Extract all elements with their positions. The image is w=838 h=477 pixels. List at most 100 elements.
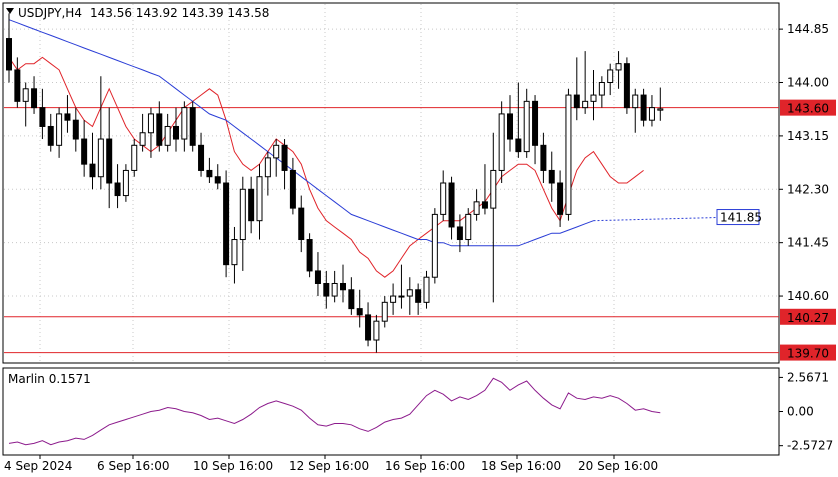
oscillator-layer	[8, 377, 661, 446]
candle-body[interactable]	[64, 113, 71, 121]
candle-body[interactable]	[632, 94, 639, 109]
candle-body[interactable]	[206, 169, 213, 178]
candle-body[interactable]	[6, 38, 12, 71]
oscillator-line	[8, 377, 661, 446]
candle-body[interactable]	[540, 144, 547, 171]
indicator-pane[interactable]	[2, 367, 780, 456]
candle-body[interactable]	[365, 314, 372, 341]
level-tag-label: 139.70	[787, 347, 829, 361]
candle-body[interactable]	[507, 113, 513, 140]
candle-body[interactable]	[490, 169, 497, 209]
candle-body[interactable]	[548, 169, 555, 184]
candle-body[interactable]	[31, 88, 38, 109]
candle-body[interactable]	[448, 182, 455, 228]
candle-body[interactable]	[189, 107, 196, 146]
candle-body[interactable]	[14, 69, 21, 102]
candle-body[interactable]	[147, 113, 154, 134]
candle-body[interactable]	[348, 289, 355, 310]
candle-body[interactable]	[456, 226, 463, 241]
candle-body[interactable]	[298, 207, 305, 241]
level-tag-label: 143.60	[787, 102, 829, 116]
candle-body[interactable]	[381, 301, 388, 322]
candle-body[interactable]	[289, 169, 296, 209]
candle-body[interactable]	[532, 100, 539, 146]
candle-body[interactable]	[431, 213, 438, 278]
y-tick-label: 140.60	[787, 289, 829, 303]
indicator-label: Marlin 0.1571	[8, 372, 91, 386]
candle-body[interactable]	[440, 182, 447, 215]
candle-body[interactable]	[331, 282, 338, 297]
candle-body[interactable]	[239, 188, 246, 241]
candle-body[interactable]	[390, 295, 397, 303]
ma-value-tag-label: 141.85	[720, 211, 762, 225]
candle-body[interactable]	[198, 144, 205, 171]
price-pane[interactable]	[2, 2, 780, 364]
candle-body[interactable]	[173, 125, 179, 140]
candle-body[interactable]	[106, 138, 113, 184]
candle-body[interactable]	[565, 94, 572, 215]
candle-body[interactable]	[256, 176, 263, 222]
candle-body[interactable]	[156, 113, 163, 146]
candles	[6, 13, 664, 353]
candle-body[interactable]	[523, 100, 530, 153]
ma-projection-line	[593, 217, 717, 222]
x-tick-label: 6 Sep 16:00	[97, 459, 169, 473]
candle-body[interactable]	[264, 157, 271, 178]
candle-body[interactable]	[640, 94, 647, 121]
candle-body[interactable]	[114, 182, 121, 197]
candle-body[interactable]	[214, 176, 221, 184]
candle-body[interactable]	[423, 276, 430, 303]
candle-body[interactable]	[465, 213, 472, 241]
candle-body[interactable]	[607, 69, 614, 84]
candle-body[interactable]	[281, 144, 288, 171]
candle-body[interactable]	[248, 188, 255, 222]
candle-body[interactable]	[314, 270, 321, 284]
candle-body[interactable]	[72, 119, 79, 140]
candle-body[interactable]	[582, 100, 589, 109]
candle-body[interactable]	[573, 94, 580, 109]
candle-body[interactable]	[515, 138, 522, 153]
candle-body[interactable]	[273, 144, 280, 159]
candle-body[interactable]	[39, 107, 46, 127]
candle-body[interactable]	[498, 113, 505, 171]
x-tick-label: 10 Sep 16:00	[193, 459, 273, 473]
candle-body[interactable]	[131, 144, 138, 171]
candle-body[interactable]	[231, 239, 238, 266]
dropdown-arrow-icon[interactable]	[6, 8, 14, 14]
fast-moving-average-line	[8, 56, 644, 278]
candle-body[interactable]	[373, 320, 380, 341]
candle-body[interactable]	[648, 107, 655, 121]
candle-body[interactable]	[47, 125, 54, 146]
candle-body[interactable]	[415, 289, 422, 303]
candle-body[interactable]	[340, 282, 346, 291]
candle-body[interactable]	[356, 308, 363, 316]
candle-body[interactable]	[481, 201, 488, 209]
candle-body[interactable]	[56, 113, 63, 146]
x-tick-label: 18 Sep 16:00	[481, 459, 561, 473]
symbol-label: USDJPY,H4	[18, 6, 82, 20]
candle-body[interactable]	[406, 289, 413, 297]
candle-body[interactable]	[398, 295, 405, 298]
y-tick-label: 141.45	[787, 236, 829, 250]
candle-body[interactable]	[223, 182, 230, 266]
candle-body[interactable]	[306, 239, 313, 272]
x-tick-label: 4 Sep 2024	[4, 459, 72, 473]
candle-body[interactable]	[598, 82, 605, 96]
candle-body[interactable]	[181, 107, 188, 140]
candle-body[interactable]	[97, 138, 104, 178]
candle-body[interactable]	[615, 63, 622, 71]
candle-body[interactable]	[657, 108, 664, 111]
candle-body[interactable]	[473, 201, 480, 215]
moving-averages: 141.85	[8, 19, 762, 278]
candle-body[interactable]	[164, 125, 171, 146]
candle-body[interactable]	[81, 138, 88, 165]
candle-body[interactable]	[323, 282, 330, 297]
candle-body[interactable]	[557, 182, 564, 215]
candle-body[interactable]	[590, 94, 597, 102]
candle-body[interactable]	[122, 169, 129, 197]
candle-body[interactable]	[22, 88, 29, 102]
candle-body[interactable]	[623, 63, 630, 109]
candle-body[interactable]	[89, 163, 96, 178]
candle-body[interactable]	[139, 132, 146, 146]
